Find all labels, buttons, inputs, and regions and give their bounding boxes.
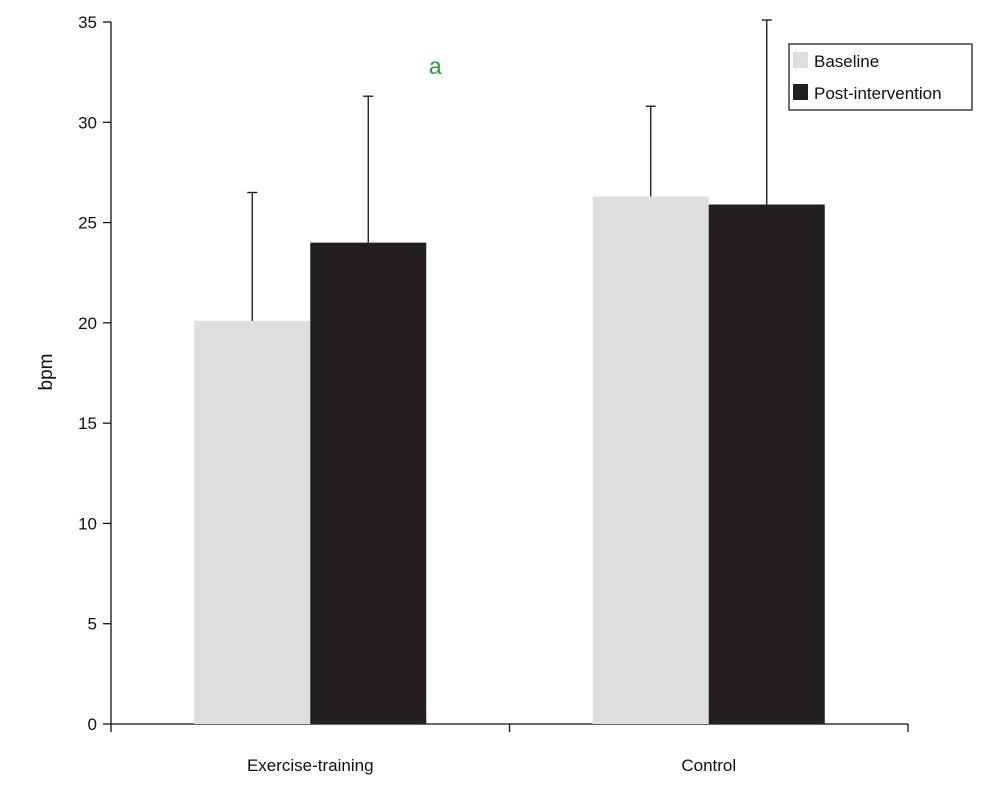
y-tick-label: 15 [78,414,97,433]
x-axis: Exercise-training Control [110,723,909,775]
y-axis-title: bpm [36,354,57,391]
bar [310,242,427,724]
y-axis: 0 5 10 15 20 25 30 35 [78,13,112,734]
y-tick-label: 10 [78,514,97,533]
bar [592,196,709,725]
significance-label: a [429,53,442,79]
legend-swatch [793,84,808,100]
bar [194,320,311,724]
y-tick-label: 35 [78,13,97,32]
y-tick-label: 30 [78,113,97,132]
legend-swatch [793,52,808,68]
y-tick-label: 0 [88,715,97,734]
bar [708,204,825,724]
annotations: ab [429,53,840,79]
legend-box [788,43,973,111]
legend-label: Post-intervention [814,84,942,103]
y-tick-label: 25 [78,214,97,233]
error-bars [247,19,772,321]
bars [194,196,825,725]
y-tick-label: 5 [88,615,97,634]
x-tick-label: Exercise-training [247,756,374,775]
x-tick-label: Control [681,756,736,775]
y-tick-label: 20 [78,314,97,333]
legend-label: Baseline [814,52,879,71]
legend: Baseline Post-intervention [788,43,973,111]
